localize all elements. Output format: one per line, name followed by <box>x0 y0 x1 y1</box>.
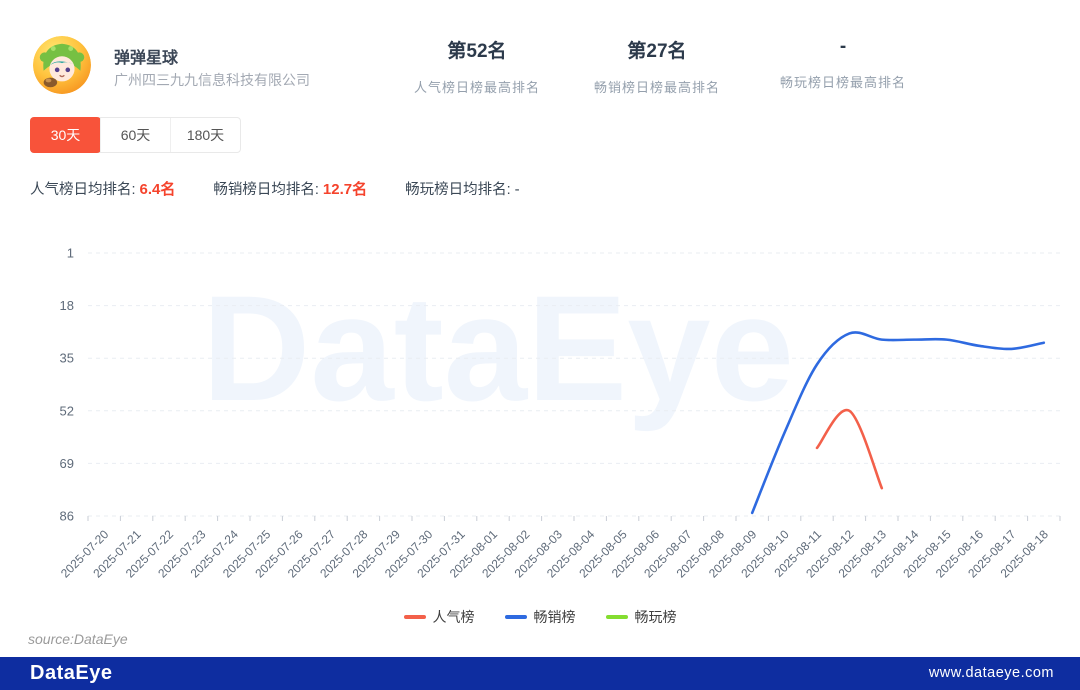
avg-value: 6.4名 <box>139 181 176 198</box>
avg-label: 畅玩榜日均排名: <box>405 182 511 198</box>
chart-legend: 人气榜 畅销榜 畅玩榜 <box>0 607 1080 627</box>
legend-item-grossing[interactable]: 畅销榜 <box>504 607 576 627</box>
footer-bar: DataEye www.dataeye.com <box>0 657 1080 690</box>
line-marker-icon <box>504 615 527 619</box>
footer-url[interactable]: www.dataeye.com <box>928 665 1054 681</box>
avg-popularity: 人气榜日均排名: 6.4名 <box>30 178 175 199</box>
daily-average-summary: 人气榜日均排名: 6.4名 畅销榜日均排名: 12.7名 畅玩榜日均排名: - <box>30 178 520 199</box>
stat-free-play-best: - 畅玩榜日榜最高排名 <box>743 36 943 91</box>
period-tab-group: 30天 60天 180天 <box>30 117 241 153</box>
svg-text:35: 35 <box>60 351 74 366</box>
line-marker-icon <box>403 615 426 619</box>
legend-item-free-play[interactable]: 畅玩榜 <box>605 607 677 627</box>
svg-text:69: 69 <box>60 456 74 471</box>
dataeye-watermark: DataEye <box>202 264 795 432</box>
svg-text:52: 52 <box>60 403 74 418</box>
avg-label: 畅销榜日均排名: <box>213 182 319 198</box>
game-title: 弹弹星球 <box>114 50 179 67</box>
tab-180-days[interactable]: 180天 <box>170 118 240 152</box>
dataeye-logo: DataEye <box>30 662 113 684</box>
legend-item-popularity[interactable]: 人气榜 <box>403 607 475 627</box>
legend-label: 畅销榜 <box>533 609 576 625</box>
tab-60-days[interactable]: 60天 <box>100 118 170 152</box>
line-marker-icon <box>605 615 628 619</box>
ranking-line-chart: 118355269862025-07-202025-07-212025-07-2… <box>58 246 1061 581</box>
svg-text:18: 18 <box>60 298 74 313</box>
avg-value: 12.7名 <box>322 181 368 198</box>
avg-label: 人气榜日均排名: <box>30 182 136 198</box>
source-note: source:DataEye <box>28 631 128 647</box>
stat-label: 畅玩榜日榜最高排名 <box>779 75 906 90</box>
svg-text:1: 1 <box>67 246 74 261</box>
stat-label: 人气榜日榜最高排名 <box>413 80 540 95</box>
stat-popularity-best: 第52名 人气榜日榜最高排名 <box>377 36 577 96</box>
tab-30-days[interactable]: 30天 <box>30 117 101 153</box>
game-avatar-art <box>33 36 91 94</box>
svg-text:86: 86 <box>60 509 74 524</box>
avg-grossing: 畅销榜日均排名: 12.7名 <box>213 178 367 199</box>
game-avatar <box>33 36 91 94</box>
legend-label: 畅玩榜 <box>634 609 677 625</box>
company-name: 广州四三九九信息科技有限公司 <box>114 72 310 88</box>
stat-value: - <box>839 36 847 57</box>
legend-label: 人气榜 <box>432 609 475 625</box>
stat-label: 畅销榜日榜最高排名 <box>593 80 720 95</box>
stat-grossing-best: 第27名 畅销榜日榜最高排名 <box>557 36 757 96</box>
avg-free-play: 畅玩榜日均排名: - <box>405 178 520 199</box>
avg-value: - <box>514 181 520 198</box>
stat-value: 第52名 <box>447 41 507 62</box>
stat-value: 第27名 <box>627 41 687 62</box>
